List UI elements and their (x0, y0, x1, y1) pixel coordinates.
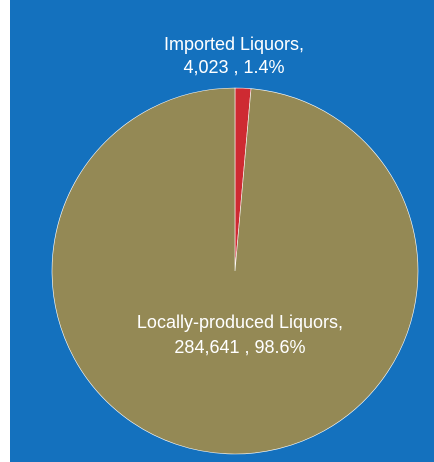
slice-label-local-value: 284,641 (174, 337, 239, 357)
svg-text:284,641 , 98.6%: 284,641 , 98.6% (174, 337, 305, 357)
slice-label-imported-value: 4,023 (183, 57, 228, 77)
slice-label-imported-percent: 1.4% (244, 57, 285, 77)
pie-slices (52, 88, 418, 454)
slice-label-local-name: Locally-produced Liquors (137, 312, 338, 332)
slice-label-imported: Imported Liquors, 4,023 , 1.4% (164, 34, 304, 77)
slice-label-local-percent: 98.6% (255, 337, 306, 357)
svg-text:Imported Liquors,: Imported Liquors, (164, 34, 304, 54)
svg-text:4,023 , 1.4%: 4,023 , 1.4% (183, 57, 284, 77)
slice-label-imported-name: Imported Liquors (164, 34, 299, 54)
svg-text:Locally-produced Liquors,: Locally-produced Liquors, (137, 312, 343, 332)
pie-slice-local (52, 88, 418, 454)
